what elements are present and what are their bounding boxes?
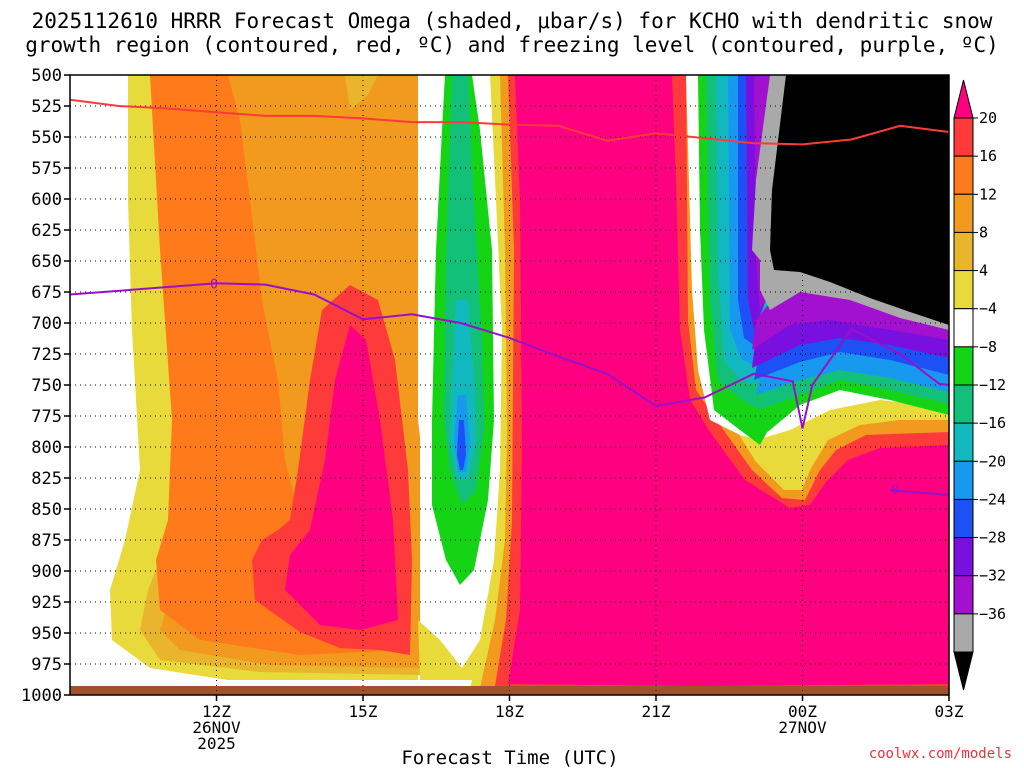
- y-tick-label: 625: [31, 221, 62, 241]
- colorbar-swatch: [953, 308, 974, 348]
- y-tick-label: 850: [31, 500, 62, 520]
- colorbar-swatch: [953, 575, 974, 615]
- x-axis-label: Forecast Time (UTC): [401, 747, 618, 768]
- y-tick-label: 525: [31, 97, 62, 117]
- x-tick-label: 21Z: [642, 702, 671, 721]
- y-tick-label: 550: [31, 128, 62, 148]
- y-tick-label: 975: [31, 655, 62, 675]
- freezing-level-contour: [70, 282, 949, 429]
- y-tick-label: 800: [31, 438, 62, 458]
- colorbar-swatch: [953, 537, 974, 577]
- y-tick-label: 775: [31, 407, 62, 427]
- y-tick-label: 750: [31, 376, 62, 396]
- colorbar-label: 20: [979, 109, 997, 127]
- colorbar-swatch: [953, 613, 974, 653]
- omega-shade-violet-belt: [752, 285, 949, 350]
- y-tick-label: 575: [31, 159, 62, 179]
- y-tick-label: 725: [31, 345, 62, 365]
- colorbar-label: −12: [979, 376, 1006, 394]
- colorbar-label: −28: [979, 529, 1006, 547]
- y-tick-label: 700: [31, 314, 62, 334]
- colorbar-label: −8: [979, 338, 997, 356]
- colorbar-label: −16: [979, 414, 1006, 432]
- x-tick-label: 26NOV: [192, 718, 241, 737]
- colorbar-swatch: [953, 117, 974, 157]
- colorbar-label: −32: [979, 567, 1006, 585]
- y-tick-label: 650: [31, 252, 62, 272]
- x-tick-label: 00Z: [788, 702, 817, 721]
- freezing-level-label: 0: [210, 277, 218, 292]
- colorbar-label: −20: [979, 452, 1006, 470]
- colorbar-label: 12: [979, 185, 997, 203]
- colorbar-swatch: [953, 155, 974, 195]
- chart-title-line-1: 2025112610 HRRR Forecast Omega (shaded, …: [31, 9, 993, 33]
- y-tick-label: 950: [31, 624, 62, 644]
- colorbar-top-triangle: [953, 79, 974, 119]
- freezing-level-contour-lower: [890, 489, 949, 496]
- colorbar-label: −4: [979, 300, 997, 318]
- dgz-minus12c-contour: [70, 98, 949, 146]
- colorbar-swatch: [953, 498, 974, 539]
- colorbar-label: 8: [979, 223, 988, 241]
- omega-shade-indigo-18: [457, 420, 466, 470]
- omega-shade-black: [770, 75, 949, 325]
- x-tick-label: 12Z: [202, 702, 231, 721]
- omega-shade-pink-core: [285, 325, 398, 630]
- y-tick-label: 600: [31, 190, 62, 210]
- colorbar-label: 16: [979, 147, 997, 165]
- colorbar-swatch: [953, 270, 974, 310]
- x-tick-label: 2025: [197, 734, 236, 753]
- y-tick-label: 500: [31, 66, 62, 86]
- colorbar-bottom-triangle: [953, 651, 974, 691]
- x-tick-label: 27NOV: [778, 718, 827, 737]
- colorbar-swatch: [953, 193, 974, 233]
- colorbar-label: −36: [979, 605, 1006, 623]
- y-tick-label: 925: [31, 593, 62, 613]
- colorbar-swatch: [953, 422, 974, 462]
- site-credit: coolwx.com/models: [868, 746, 1012, 762]
- x-tick-label: 15Z: [349, 702, 378, 721]
- y-axis: 500 525 550 575 600 625 650 675 700 725 750 775 800 8…: [21, 66, 70, 706]
- y-tick-label: 1000: [21, 686, 62, 706]
- y-tick-label: 825: [31, 469, 62, 489]
- colorbar: 20 16 12 8 4 −4 −8 −12 −16 −20 −24 −28 −32 −36: [953, 79, 1006, 691]
- omega-shade-20b: [508, 75, 949, 686]
- freezing-level-labels: 00: [210, 277, 899, 498]
- y-tick-label: 900: [31, 562, 62, 582]
- colorbar-swatch: [953, 346, 974, 386]
- colorbar-swatch: [953, 384, 974, 424]
- omega-shade-16: [150, 75, 405, 655]
- y-tick-label: 675: [31, 283, 62, 303]
- x-tick-label: 18Z: [495, 702, 524, 721]
- freezing-level-label: 0: [891, 483, 899, 498]
- colorbar-label: 4: [979, 262, 988, 280]
- colorbar-swatch: [953, 460, 974, 500]
- chart-title-line-2: growth region (contoured, red, ºC) and f…: [25, 33, 999, 57]
- y-tick-label: 875: [31, 531, 62, 551]
- x-tick-label: 03Z: [935, 702, 964, 721]
- colorbar-label: −24: [979, 490, 1006, 508]
- omega-shading: [70, 75, 949, 695]
- colorbar-swatch: [953, 231, 974, 272]
